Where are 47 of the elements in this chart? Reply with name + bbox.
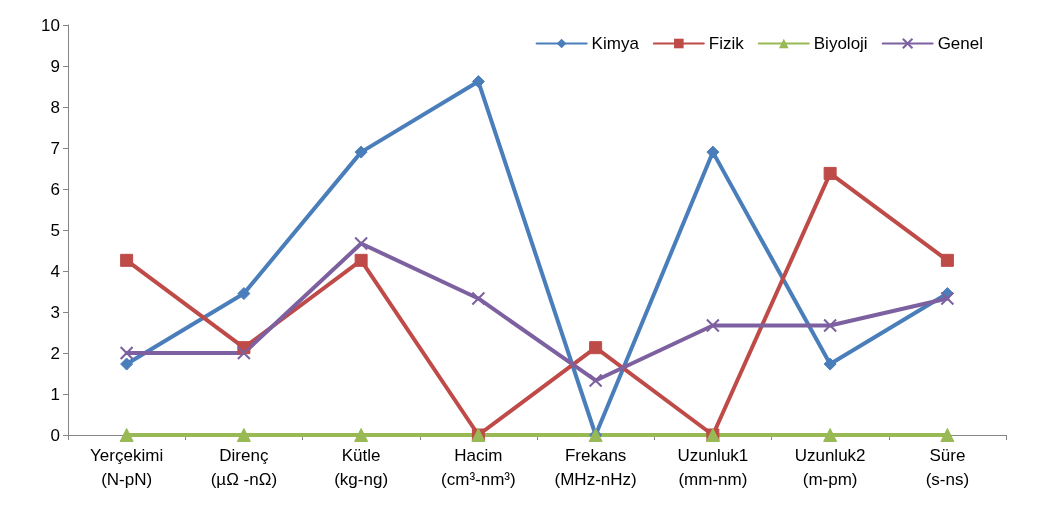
point	[706, 145, 720, 159]
y-tick-label: 4	[50, 261, 60, 281]
x-tick-label: Direnç (µΩ -nΩ)	[210, 445, 278, 489]
point	[354, 428, 369, 442]
y-tick-label: 7	[50, 138, 60, 158]
point	[940, 428, 955, 442]
point	[471, 75, 485, 89]
point	[823, 166, 837, 180]
point	[823, 318, 838, 333]
y-tick-label: 9	[50, 56, 60, 76]
x-tick-label: Süre (s-ns)	[925, 445, 970, 489]
legend-label: Genel	[937, 34, 984, 53]
y-tick-label: 0	[50, 425, 60, 445]
point	[589, 341, 603, 355]
y-tick-label: 10	[41, 15, 60, 35]
point	[237, 287, 251, 301]
x-tick-label: Uzunluk1 (mm-nm)	[677, 445, 749, 489]
legend-label: Fizik	[708, 34, 745, 53]
point	[705, 318, 720, 333]
point	[236, 428, 251, 442]
x-tick-label: Yerçekimi (N-pN)	[90, 445, 164, 489]
point	[588, 373, 603, 388]
legend-label: Biyoloji	[813, 34, 868, 53]
point	[119, 346, 134, 360]
x-tick-label: Frekans (MHz-nHz)	[554, 445, 637, 489]
y-tick-label: 1	[50, 384, 60, 404]
x-tick-label: Uzunluk2 (m-pm)	[794, 445, 866, 489]
x-tick-label: Hacim (cm³-nm³)	[441, 445, 516, 489]
y-tick-label: 5	[50, 220, 60, 240]
y-tick-label: 6	[50, 179, 60, 199]
point	[354, 145, 368, 159]
x-tick-label: Kütle (kg-ng)	[334, 445, 389, 489]
point	[940, 253, 954, 267]
legend-label: Kimya	[591, 34, 640, 53]
point	[120, 357, 134, 371]
point	[354, 236, 369, 251]
point	[120, 253, 134, 267]
point	[354, 253, 368, 267]
point	[823, 357, 837, 371]
y-tick-label: 2	[50, 343, 60, 363]
point	[236, 346, 251, 360]
y-tick-label: 8	[50, 97, 60, 117]
point	[119, 428, 134, 442]
point	[940, 291, 955, 306]
y-tick-label: 3	[50, 302, 60, 322]
point	[471, 291, 486, 306]
point	[823, 428, 838, 442]
